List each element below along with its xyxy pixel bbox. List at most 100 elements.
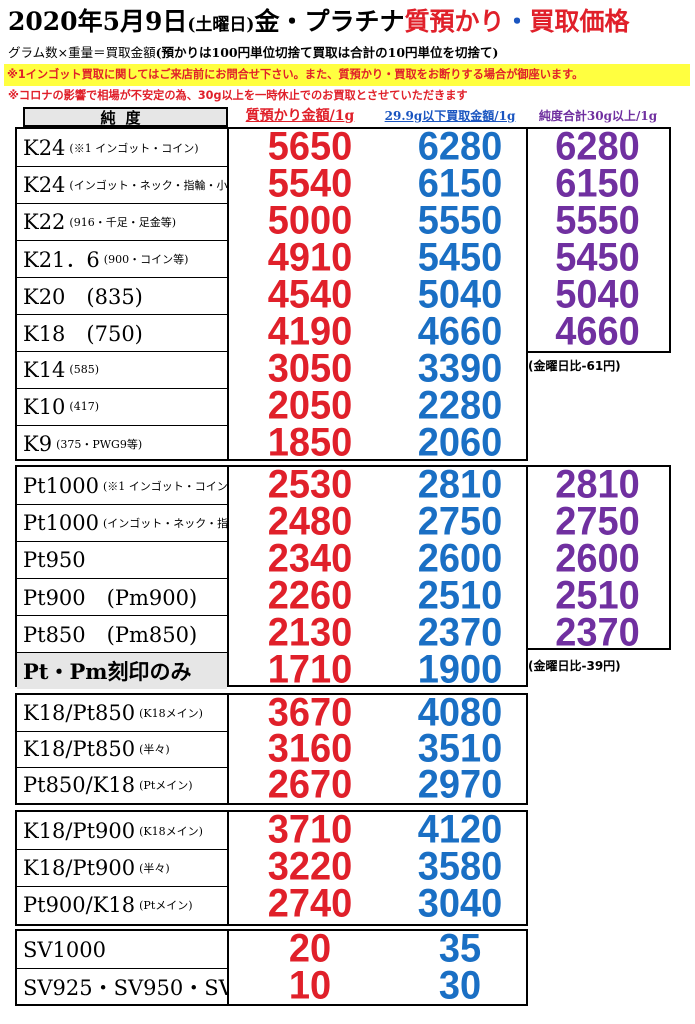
row-label: Pt850 (Pm850): [23, 615, 227, 652]
title-dot: ・: [504, 7, 530, 36]
column-divider: [227, 812, 229, 924]
buy-price-over30: 6280: [555, 124, 640, 170]
pawn-price: 2740: [267, 881, 353, 927]
row-label-note: (インゴット・ネック・指輪・小判等): [103, 516, 227, 530]
pawn-price: 2340: [267, 536, 353, 582]
row-label-note: (インゴット・ネック・指輪・小判等): [69, 178, 227, 192]
buy-price-under30: 3390: [417, 346, 503, 392]
table-row: Pt900/K18 (Ptメイン) 2740 3040: [17, 881, 526, 927]
title-subject: 金・プラチナ: [254, 7, 405, 36]
silver-price-table: SV1000 20 35 SV925・SV950・SV刻印 10 30: [15, 927, 528, 1009]
table-row: Pt900 (Pm900) 2260 2510: [17, 573, 526, 619]
pawn-price: 4540: [267, 272, 353, 318]
over30-row: 2810: [526, 463, 669, 507]
platinum-compare-note: (金曜日比-39円): [528, 659, 621, 673]
over30-row: 2370: [526, 611, 669, 655]
row-label-main: K24: [23, 135, 66, 160]
buy-price-under30: 4120: [417, 807, 503, 853]
over30-row: 6150: [526, 162, 669, 206]
buy-price-under30: 2510: [417, 573, 503, 619]
row-label-note: (Ptメイン): [139, 779, 193, 792]
row-label: K18/Pt900 (K18メイン): [23, 812, 227, 849]
pawn-price: 1850: [267, 420, 353, 466]
row-label-main: K10: [23, 394, 66, 419]
buy-price-over30: 5550: [555, 198, 640, 244]
row-label: Pt900 (Pm900): [23, 578, 227, 615]
buy-price-under30: 3040: [417, 881, 503, 927]
buy-price-over30: 2750: [555, 499, 640, 545]
over30-row: 5450: [526, 236, 669, 280]
pawn-price: 2480: [267, 499, 353, 545]
row-label: SV1000: [23, 931, 227, 968]
row-label-main: K18/Pt850: [23, 701, 136, 725]
table-row: Pt850 (Pm850) 2130 2370: [17, 611, 526, 655]
row-divider: [17, 541, 228, 542]
row-label: K18/Pt850 (K18メイン): [23, 695, 227, 731]
table-row: Pt950 2340 2600: [17, 536, 526, 582]
row-label: Pt950: [23, 541, 227, 578]
row-label: K14 (585): [23, 351, 227, 388]
table-row: SV925・SV950・SV刻印 10 30: [17, 963, 526, 1009]
table-row: Pt1000(インゴット・ネック・指輪・小判等) 2480 2750: [17, 499, 526, 545]
gold-over30-box: 6280 6150 5550 5450 5040 4660: [526, 124, 671, 354]
row-label-main: Pt950: [23, 547, 86, 572]
table-row: K22 (916・千足・足金等) 5000 5550: [17, 198, 526, 244]
row-label-note: (916・千足・足金等): [69, 215, 176, 229]
title-weekday: (土曜日): [187, 15, 255, 35]
buy-price-under30: 3580: [417, 844, 503, 890]
buy-price-under30: 3510: [417, 726, 503, 771]
table-row: K9 (375・PWG9等) 1850 2060: [17, 420, 526, 466]
pawn-price: 3050: [267, 346, 353, 392]
over30-row: 2510: [526, 574, 669, 618]
over30-row: 5040: [526, 272, 669, 318]
row-label-main: Pt・Pm刻印のみ: [23, 658, 192, 684]
column-divider: [227, 695, 229, 803]
row-label-note: (半々): [139, 743, 170, 756]
table-row: Pt850/K18 (Ptメイン) 2670 2970: [17, 762, 526, 807]
row-label-main: K22: [23, 209, 66, 234]
row-label: Pt・Pm刻印のみ: [17, 652, 227, 689]
column-header-over30: 純度合計30g以上/1g: [538, 109, 658, 123]
column-header-pawn: 質預かり金額/1g: [245, 108, 355, 124]
column-header-purity: 純度: [23, 107, 228, 127]
row-label-main: K18/Pt850: [23, 737, 136, 761]
pawn-price: 2050: [267, 383, 353, 429]
combo900-price-table: K18/Pt900 (K18メイン) 3710 4120 K18/Pt900 (半々) 32…: [15, 807, 528, 927]
row-label: SV925・SV950・SV刻印: [23, 968, 227, 1005]
row-divider: [17, 767, 228, 768]
row-label-note: (半々): [139, 861, 170, 875]
buy-price-under30: 5550: [417, 198, 503, 244]
gold-price-table: K24 (※1 インゴット・コイン) 5650 6280 K24 (インゴット・ネック・指…: [15, 125, 528, 466]
pawn-price: 2670: [267, 762, 353, 807]
formula-text: グラム数×重量＝買取金額: [8, 45, 156, 60]
buy-price-under30: 30: [438, 963, 482, 1009]
column-divider: [227, 467, 229, 685]
row-label: K18 (750): [23, 314, 227, 351]
buy-price-under30: 4660: [417, 309, 503, 355]
row-label: K20 (835): [23, 277, 227, 314]
buy-price-over30: 5040: [555, 272, 640, 318]
row-label-main: K18 (750): [23, 321, 143, 346]
table-row: K24 (※1 インゴット・コイン) 5650 6280: [17, 125, 526, 169]
table-row: K24(インゴット・ネック・指輪・小判等) 5540 6150: [17, 162, 526, 206]
row-label: K9 (375・PWG9等): [23, 425, 227, 462]
combo850-price-table: K18/Pt850 (K18メイン) 3670 4080 K18/Pt850 (半々) 31…: [15, 690, 528, 807]
platinum-over30-box: 2810 2750 2600 2510 2370: [526, 463, 671, 655]
table-row: K20 (835) 4540 5040: [17, 272, 526, 318]
table-row: K18/Pt850 (半々) 3160 3510: [17, 726, 526, 771]
table-row: K18/Pt850 (K18メイン) 3670 4080: [17, 690, 526, 734]
row-divider: [17, 615, 228, 616]
row-label-note: (Ptメイン): [139, 898, 193, 912]
row-label-note: (K18メイン): [139, 707, 203, 720]
row-divider: [17, 504, 228, 505]
table-row: K18 (750) 4190 4660: [17, 309, 526, 355]
table-row: K10 (417) 2050 2280: [17, 383, 526, 429]
over30-row: 2600: [526, 537, 669, 581]
pawn-price: 3710: [267, 807, 353, 853]
over30-row: 6280: [526, 124, 669, 170]
row-divider: [17, 277, 228, 278]
over30-row: 2750: [526, 499, 669, 545]
row-divider: [17, 388, 228, 389]
row-divider: [17, 314, 228, 315]
row-label-note: (K18メイン): [139, 824, 203, 838]
